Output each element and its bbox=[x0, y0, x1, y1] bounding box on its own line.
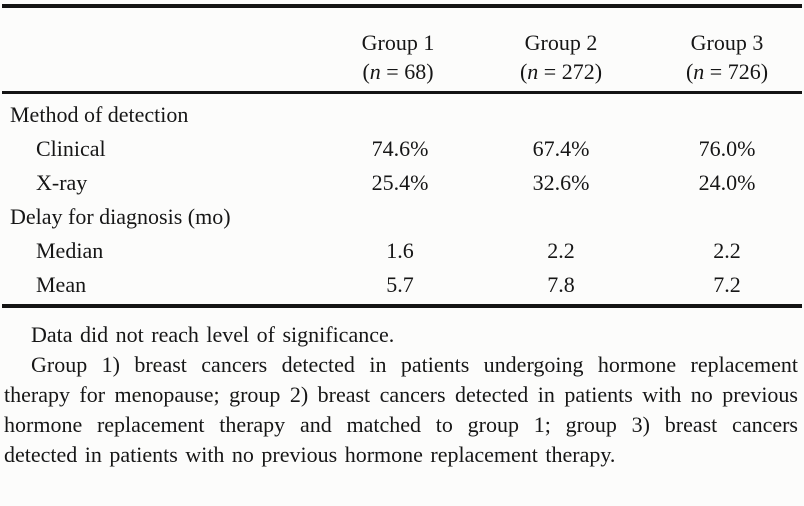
table-body: Method of detection Clinical 74.6% 67.4%… bbox=[0, 94, 804, 302]
n-symbol: n bbox=[369, 59, 381, 84]
table-header-rule bbox=[2, 91, 802, 94]
n-value: = 68) bbox=[380, 59, 434, 84]
table-row-method-of-detection: Method of detection bbox=[0, 98, 804, 132]
row-value-group-2: 7.8 bbox=[547, 272, 575, 297]
row-value-group-3: 24.0% bbox=[698, 170, 756, 195]
table-row-xray: X-ray 25.4% 32.6% 24.0% bbox=[0, 166, 804, 200]
table-bottom-rule bbox=[2, 304, 802, 308]
group-1-n-count: (n = 68) bbox=[362, 57, 435, 86]
group-3-name: Group 3 bbox=[690, 30, 764, 55]
row-value-group-2: 32.6% bbox=[532, 170, 590, 195]
row-label: Median bbox=[36, 238, 104, 263]
row-label: X-ray bbox=[36, 170, 88, 195]
row-value-group-1: 74.6% bbox=[371, 136, 429, 161]
n-value: = 272) bbox=[538, 59, 603, 84]
table-row-delay-for-diagnosis: Delay for diagnosis (mo) bbox=[0, 200, 804, 234]
row-value-group-1: 5.7 bbox=[386, 272, 414, 297]
row-label: Clinical bbox=[36, 136, 106, 161]
footnote-significance: Data did not reach level of significance… bbox=[31, 322, 395, 347]
row-value-group-3: 2.2 bbox=[713, 238, 741, 263]
table-footnote: Data did not reach level of significance… bbox=[0, 320, 804, 470]
row-value-group-3: 7.2 bbox=[713, 272, 741, 297]
group-2-column-header: Group 2 (n = 272) bbox=[520, 28, 602, 86]
row-section-label: Method of detection bbox=[10, 102, 189, 127]
table-row-median: Median 1.6 2.2 2.2 bbox=[0, 234, 804, 268]
row-value-group-1: 1.6 bbox=[386, 238, 414, 263]
table-row-clinical: Clinical 74.6% 67.4% 76.0% bbox=[0, 132, 804, 166]
group-2-n-count: (n = 272) bbox=[520, 57, 602, 86]
n-value: = 726) bbox=[704, 59, 769, 84]
row-section-label: Delay for diagnosis (mo) bbox=[10, 204, 231, 229]
n-open-paren: ( bbox=[685, 59, 694, 84]
n-symbol: n bbox=[693, 59, 705, 84]
group-2-name: Group 2 bbox=[524, 30, 598, 55]
group-3-n-count: (n = 726) bbox=[686, 57, 768, 86]
group-1-name: Group 1 bbox=[361, 30, 435, 55]
row-label: Mean bbox=[36, 272, 87, 297]
table-top-rule bbox=[2, 4, 802, 8]
n-symbol: n bbox=[527, 59, 539, 84]
row-value-group-2: 2.2 bbox=[547, 238, 575, 263]
table-row-mean: Mean 5.7 7.8 7.2 bbox=[0, 268, 804, 302]
group-1-column-header: Group 1 (n = 68) bbox=[362, 28, 435, 86]
row-value-group-2: 67.4% bbox=[532, 136, 590, 161]
table-header-row: Group 1 (n = 68) Group 2 (n = 272) Group… bbox=[0, 8, 804, 91]
row-value-group-1: 25.4% bbox=[371, 170, 429, 195]
footnote-group-definitions: Group 1) breast cancers detected in pati… bbox=[4, 352, 798, 467]
group-3-column-header: Group 3 (n = 726) bbox=[686, 28, 768, 86]
row-value-group-3: 76.0% bbox=[698, 136, 756, 161]
n-open-paren: ( bbox=[519, 59, 528, 84]
n-open-paren: ( bbox=[362, 59, 370, 84]
